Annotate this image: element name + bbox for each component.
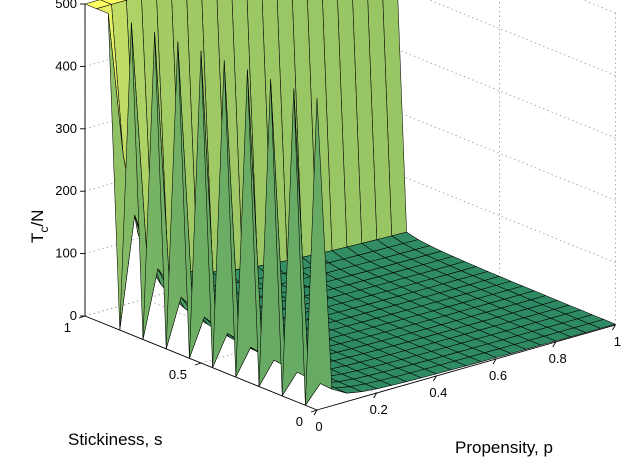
x-tick [492,358,497,365]
z-tick-label: 300 [55,121,77,136]
z-axis-label: Tc/N [28,210,51,243]
x-tick-label: 0.2 [370,402,388,417]
z-tick-label: 500 [55,0,77,11]
gridline [428,0,616,76]
y-axis-label: Stickiness, s [68,430,162,449]
x-tick-label: 1 [614,334,621,349]
surface-mesh [84,0,616,406]
gridline [383,168,616,263]
y-tick-label: 1 [64,320,71,335]
x-tick-label: 0.8 [549,351,567,366]
x-tick-label: 0.4 [429,385,447,400]
x-tick [612,324,616,331]
x-axis-label: Propensity, p [455,438,553,457]
x-tick [552,341,557,348]
surface-cell [305,97,333,406]
y-tick [310,409,318,413]
gridline [383,105,616,201]
x-tick [432,375,437,382]
z-tick-label: 400 [55,58,77,73]
z-tick-label: 200 [55,183,77,198]
axes [78,3,616,416]
y-tick [194,362,202,366]
x-axis-line [316,324,616,411]
z-tick-label: 100 [55,246,77,261]
y-tick-label: 0 [296,414,303,429]
y-tick-label: 0.5 [169,367,187,382]
x-tick-label: 0.6 [489,368,507,383]
x-tick [373,392,378,399]
x-tick [313,409,318,416]
x-tick-label: 0 [315,419,322,434]
z-tick-label: 0 [70,308,77,323]
gridline [383,43,616,139]
